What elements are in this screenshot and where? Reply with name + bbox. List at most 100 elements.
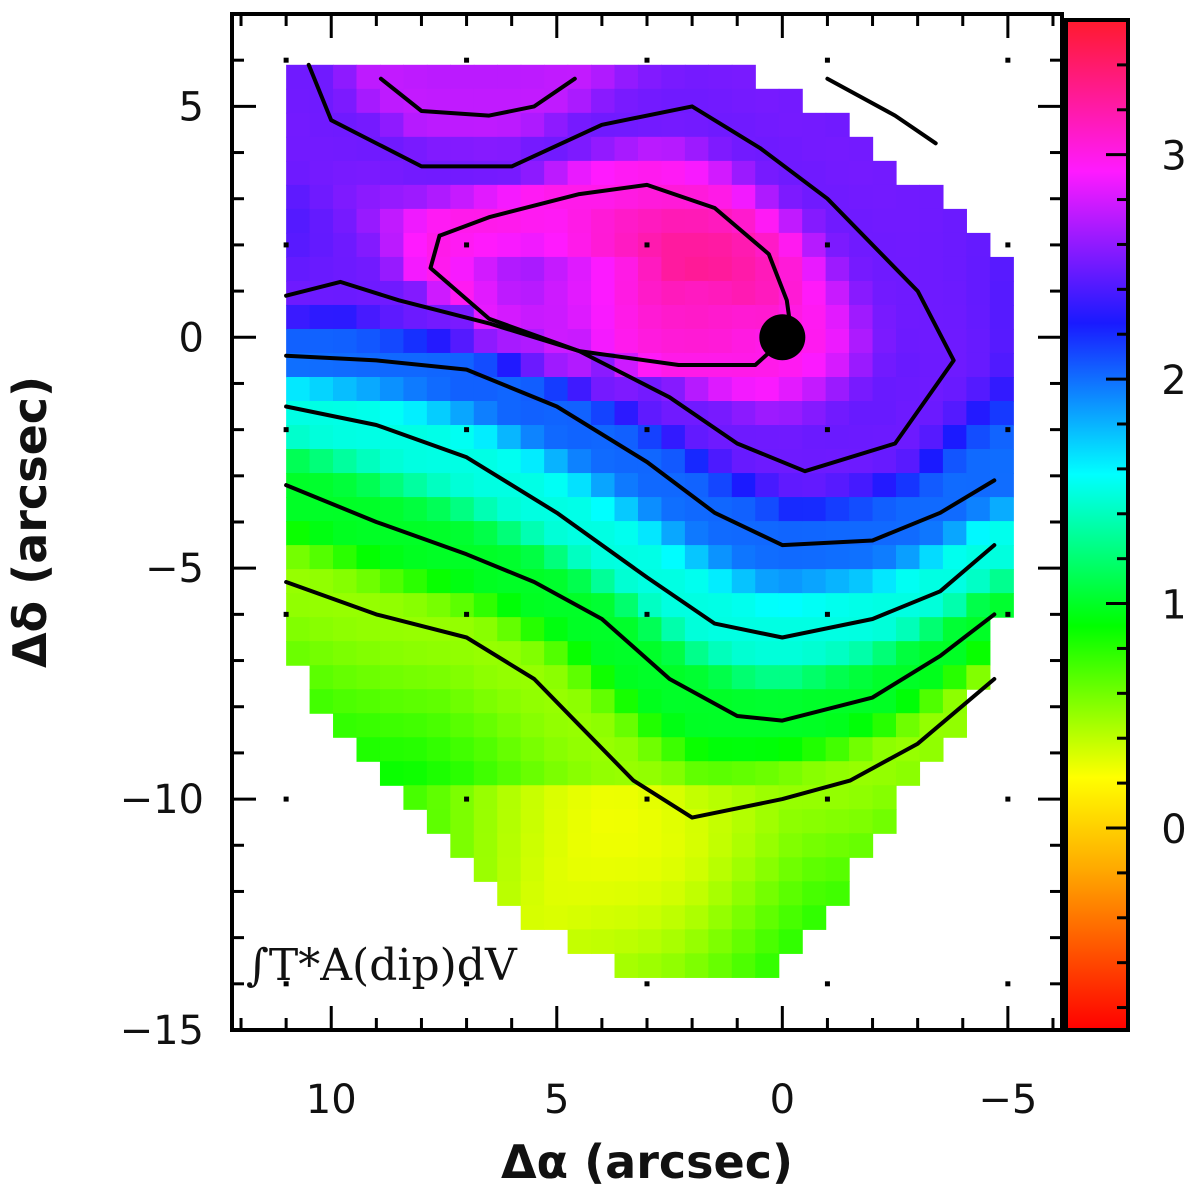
- heatmap-pixel: [379, 256, 405, 282]
- heatmap-pixel: [544, 713, 569, 738]
- heatmap-pixel: [755, 593, 780, 618]
- heatmap-pixel: [778, 112, 803, 138]
- heatmap-pixel: [333, 304, 358, 330]
- heatmap-pixel: [755, 761, 780, 786]
- heatmap-pixel: [778, 641, 803, 666]
- heatmap-pixel: [591, 857, 616, 882]
- heatmap-pixel: [755, 112, 780, 138]
- heatmap-pixel: [731, 232, 756, 258]
- heatmap-pixel: [684, 112, 709, 138]
- heatmap-pixel: [731, 280, 756, 306]
- heatmap-pixel: [684, 833, 709, 858]
- grid-dot: [824, 796, 830, 802]
- heatmap-pixel: [708, 953, 733, 978]
- heatmap-pixel: [731, 136, 756, 162]
- heatmap-pixel: [778, 665, 803, 690]
- heatmap-pixel: [473, 713, 498, 738]
- heatmap-pixel: [614, 953, 639, 978]
- heatmap-pixel: [966, 401, 991, 426]
- heatmap-pixel: [309, 376, 334, 402]
- heatmap-pixel: [473, 785, 498, 810]
- heatmap-pixel: [637, 929, 663, 954]
- heatmap-pixel: [567, 857, 592, 882]
- heatmap-pixel: [544, 857, 569, 882]
- heatmap-pixel: [849, 473, 874, 498]
- heatmap-pixel: [473, 521, 498, 546]
- heatmap-pixel: [825, 352, 850, 378]
- heatmap-pixel: [520, 497, 545, 522]
- heatmap-pixel: [450, 401, 475, 426]
- heatmap-pixel: [966, 280, 991, 306]
- heatmap-pixel: [708, 304, 733, 330]
- contour-lines: [284, 62, 997, 820]
- grid-dot: [644, 981, 650, 987]
- heatmap-pixel: [567, 569, 592, 594]
- heatmap-pixel: [708, 256, 733, 282]
- heatmap-pixel: [426, 785, 451, 810]
- y-tick-label: −15: [120, 1008, 204, 1054]
- grid-dot: [644, 427, 650, 433]
- heatmap-pixel: [356, 304, 381, 330]
- heatmap-pixel: [802, 232, 827, 258]
- heatmap-pixel: [684, 521, 709, 546]
- heatmap-pixel: [473, 256, 498, 282]
- heatmap-pixel: [356, 352, 381, 378]
- heatmap-pixel: [403, 184, 428, 210]
- heatmap-pixel: [473, 689, 498, 714]
- heatmap-pixel: [708, 160, 733, 186]
- heatmap-pixel: [966, 449, 991, 474]
- heatmap-pixel: [661, 761, 686, 786]
- x-tick-label: 10: [306, 1077, 357, 1123]
- heatmap-pixel: [379, 208, 405, 234]
- heatmap-pixel: [356, 328, 381, 354]
- heatmap-pixel: [567, 64, 592, 90]
- heatmap-pixel: [778, 521, 803, 546]
- heatmap-pixel: [567, 88, 592, 114]
- heatmap-pixel: [661, 881, 686, 906]
- heatmap-pixel: [379, 112, 405, 138]
- heatmap-pixel: [989, 256, 1014, 282]
- heatmap-pixel: [497, 112, 522, 138]
- heatmap-pixel: [731, 328, 756, 354]
- heatmap-pixel: [849, 713, 874, 738]
- heatmap-pixel: [896, 497, 921, 522]
- colorbar-tick-label: 3: [1161, 134, 1186, 180]
- heatmap-pixel: [684, 665, 709, 690]
- heatmap-pixel: [849, 809, 874, 834]
- heatmap-pixel: [567, 545, 592, 570]
- heatmap-pixel: [520, 449, 545, 474]
- heatmap-pixel: [637, 136, 663, 162]
- heatmap-pixel: [966, 328, 991, 354]
- heatmap-pixel: [825, 569, 850, 594]
- heatmap-pixel: [567, 160, 592, 186]
- heatmap-pixel: [966, 593, 991, 618]
- heatmap-pixel: [426, 136, 451, 162]
- heatmap-pixel: [286, 497, 311, 522]
- heatmap-pixel: [661, 232, 686, 258]
- grid-dot: [283, 796, 289, 802]
- heatmap-pixel: [403, 328, 428, 354]
- heatmap-pixel: [849, 280, 874, 306]
- heatmap-pixel: [661, 737, 686, 762]
- heatmap-pixel: [849, 737, 874, 762]
- heatmap-pixel: [309, 449, 334, 474]
- heatmap-pixel: [333, 64, 358, 90]
- heatmap-pixel: [286, 232, 311, 258]
- heatmap-pixel: [872, 641, 897, 666]
- heatmap-pixel: [614, 737, 639, 762]
- heatmap-pixel: [896, 328, 921, 354]
- heatmap-pixel: [708, 785, 733, 810]
- heatmap-pixel: [520, 617, 545, 642]
- heatmap-pixel: [919, 665, 944, 690]
- heatmap-pixel: [497, 761, 522, 786]
- heatmap-pixel: [661, 160, 686, 186]
- heatmap-pixel: [989, 328, 1014, 354]
- heatmap-pixel: [637, 256, 663, 282]
- heatmap-pixel: [497, 713, 522, 738]
- heatmap-pixel: [520, 593, 545, 618]
- heatmap-pixel: [403, 785, 428, 810]
- heatmap-pixel: [520, 737, 545, 762]
- heatmap-pixel: [426, 809, 451, 834]
- heatmap-pixel: [567, 785, 592, 810]
- heatmap-pixel: [450, 376, 475, 402]
